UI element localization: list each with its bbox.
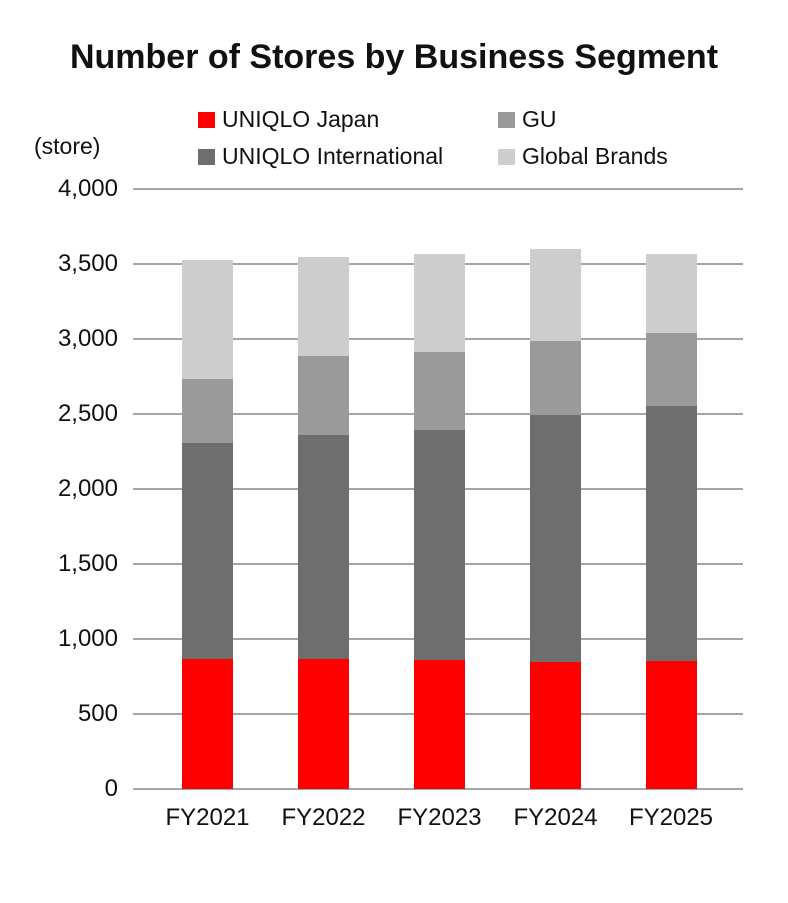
- bar-segment-fy2023-global-brands: [414, 253, 465, 352]
- legend-item-uniqlo-international: UNIQLO International: [198, 143, 498, 170]
- y-tick-label-3000: 3,000: [57, 325, 118, 352]
- bar-segment-fy2021-uniqlo-international: [182, 443, 233, 660]
- bar-segment-fy2025-uniqlo-international: [645, 405, 697, 661]
- uniqlo-international-swatch-icon: [198, 148, 215, 165]
- y-tick-label-2000: 2,000: [57, 475, 118, 502]
- x-tick-label-fy2022: FY2022: [281, 804, 366, 831]
- y-tick-label-1500: 1,500: [57, 550, 118, 577]
- gridline-4000: [133, 188, 743, 190]
- bar-segment-fy2024-gu: [530, 341, 581, 415]
- gu-swatch-icon: [498, 111, 515, 128]
- x-tick-label-fy2021: FY2021: [165, 804, 250, 831]
- bar-segment-fy2025-uniqlo-japan: [645, 660, 697, 789]
- y-tick-label-4000: 4,000: [57, 175, 118, 202]
- y-tick-label-3500: 3,500: [57, 250, 118, 277]
- uniqlo-japan-swatch-icon: [198, 111, 215, 128]
- bar-fy2025: [645, 189, 697, 789]
- y-tick-label-500: 500: [77, 700, 118, 727]
- bar-segment-fy2021-uniqlo-japan: [182, 659, 233, 789]
- gridline-0: [133, 788, 743, 790]
- bar-fy2024: [530, 189, 581, 789]
- bar-fy2023: [414, 189, 465, 789]
- bar-segment-fy2024-uniqlo-japan: [530, 661, 581, 789]
- legend-item-gu: GU: [498, 106, 668, 133]
- chart-title: Number of Stores by Business Segment: [69, 38, 719, 76]
- bar-segment-fy2022-uniqlo-japan: [298, 658, 349, 789]
- y-tick-label-2500: 2,500: [57, 400, 118, 427]
- bar-segment-fy2022-global-brands: [298, 257, 349, 356]
- bar-segment-fy2021-global-brands: [182, 259, 233, 379]
- legend: UNIQLO Japan GU UNIQLO International Glo…: [198, 101, 668, 175]
- bar-segment-fy2024-uniqlo-international: [530, 414, 581, 662]
- bar-segment-fy2022-gu: [298, 355, 349, 435]
- legend-label-global-brands: Global Brands: [522, 143, 668, 169]
- bar-segment-fy2023-gu: [414, 351, 465, 430]
- x-tick-label-fy2025: FY2025: [628, 804, 714, 831]
- y-tick-label-1000: 1,000: [57, 625, 118, 652]
- bar-segment-fy2025-global-brands: [645, 253, 697, 333]
- legend-label-uniqlo-japan: UNIQLO Japan: [222, 106, 380, 132]
- global-brands-swatch-icon: [498, 148, 515, 165]
- bar-segment-fy2023-uniqlo-international: [414, 429, 465, 660]
- legend-item-global-brands: Global Brands: [498, 143, 668, 170]
- y-axis-unit-label: (store): [34, 133, 101, 159]
- plot-area: [133, 188, 743, 790]
- legend-label-gu: GU: [522, 106, 557, 132]
- legend-label-uniqlo-international: UNIQLO International: [222, 143, 444, 169]
- bar-segment-fy2023-uniqlo-japan: [414, 660, 465, 789]
- y-axis-labels: 4,000 3,500 3,000 2,500 2,000 1,500 1,000 500 0: [0, 175, 118, 802]
- x-tick-label-fy2024: FY2024: [513, 804, 598, 831]
- bar-segment-fy2021-gu: [182, 378, 233, 444]
- bar-segment-fy2024-global-brands: [530, 249, 581, 342]
- bar-fy2022: [298, 189, 349, 789]
- legend-item-uniqlo-japan: UNIQLO Japan: [198, 106, 498, 133]
- y-tick-label-0: 0: [104, 775, 118, 802]
- bar-segment-fy2022-uniqlo-international: [298, 435, 349, 659]
- bar-fy2021: [182, 189, 233, 789]
- x-tick-label-fy2023: FY2023: [397, 804, 482, 831]
- bar-segment-fy2025-gu: [645, 333, 697, 406]
- x-axis-labels: FY2021 FY2022 FY2023 FY2024 FY2025: [133, 804, 743, 834]
